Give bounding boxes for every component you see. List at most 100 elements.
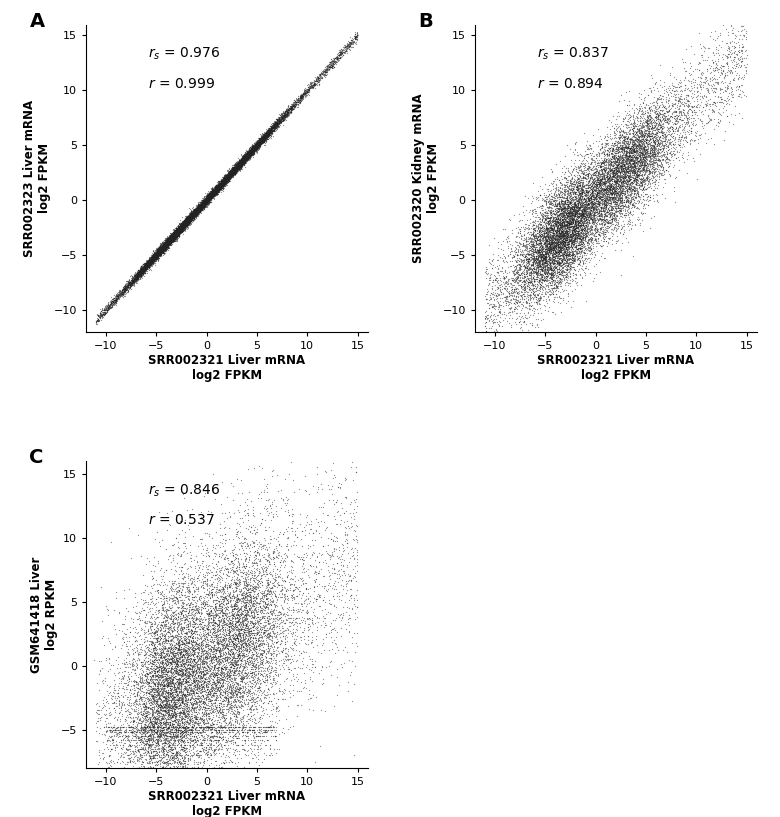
- Point: [552, 248, 565, 261]
- Point: [136, 678, 148, 691]
- Point: [560, 270, 573, 283]
- Point: [251, 543, 264, 556]
- Point: [536, 243, 548, 256]
- Point: [247, 667, 260, 681]
- Point: [540, 252, 552, 266]
- Point: [534, 244, 547, 257]
- Point: [511, 293, 523, 306]
- Point: [98, 302, 111, 315]
- Point: [126, 656, 138, 669]
- Point: [239, 663, 251, 676]
- Point: [567, 228, 580, 241]
- Point: [170, 679, 183, 692]
- Point: [296, 604, 309, 617]
- Point: [179, 729, 191, 742]
- Point: [151, 635, 163, 648]
- Point: [509, 255, 522, 268]
- Point: [245, 520, 257, 534]
- Point: [589, 155, 601, 168]
- Point: [604, 201, 617, 214]
- Point: [569, 209, 581, 222]
- Point: [130, 271, 143, 284]
- Point: [147, 249, 160, 262]
- Point: [262, 575, 275, 588]
- Point: [162, 677, 175, 690]
- Point: [563, 223, 576, 236]
- Point: [211, 180, 224, 193]
- Point: [230, 704, 243, 717]
- Point: [561, 218, 573, 231]
- Point: [541, 229, 553, 242]
- Point: [569, 191, 581, 204]
- Point: [574, 249, 587, 262]
- Point: [246, 680, 258, 693]
- Point: [146, 625, 158, 638]
- Point: [185, 700, 197, 713]
- Point: [171, 584, 183, 597]
- Point: [732, 60, 745, 74]
- Point: [130, 743, 143, 756]
- Point: [525, 270, 537, 283]
- Point: [234, 648, 246, 661]
- Point: [583, 206, 595, 219]
- Point: [117, 281, 129, 294]
- Point: [237, 640, 250, 653]
- Point: [575, 244, 587, 257]
- Point: [511, 266, 523, 279]
- Point: [180, 217, 193, 230]
- Point: [208, 604, 221, 617]
- Point: [539, 273, 551, 286]
- Point: [235, 161, 247, 174]
- Point: [169, 685, 182, 699]
- Point: [267, 645, 279, 658]
- Point: [175, 607, 187, 620]
- Point: [165, 711, 177, 724]
- Point: [561, 232, 573, 245]
- Point: [569, 204, 582, 217]
- Point: [188, 212, 200, 225]
- Point: [545, 248, 558, 261]
- Point: [640, 192, 653, 205]
- Point: [570, 198, 583, 211]
- Point: [229, 693, 242, 706]
- Point: [193, 197, 206, 210]
- Point: [186, 209, 199, 222]
- Point: [591, 186, 604, 199]
- Point: [541, 196, 553, 209]
- Point: [280, 650, 292, 663]
- Point: [213, 599, 225, 612]
- Point: [161, 721, 174, 734]
- Point: [182, 214, 194, 227]
- Point: [645, 161, 658, 174]
- Point: [559, 277, 572, 290]
- Point: [661, 152, 673, 165]
- Point: [243, 602, 256, 615]
- Point: [650, 132, 662, 145]
- Point: [215, 699, 228, 712]
- Point: [229, 576, 242, 589]
- Point: [168, 231, 181, 244]
- Point: [566, 253, 579, 266]
- Point: [223, 164, 236, 177]
- Point: [537, 221, 549, 234]
- Point: [544, 241, 556, 254]
- Point: [214, 641, 226, 654]
- Point: [583, 141, 596, 154]
- Point: [614, 184, 626, 197]
- Point: [155, 654, 168, 667]
- Point: [544, 263, 557, 276]
- Point: [175, 218, 187, 231]
- Point: [147, 252, 159, 265]
- Point: [546, 269, 558, 282]
- Point: [122, 279, 134, 292]
- Point: [238, 609, 250, 622]
- Point: [187, 593, 200, 606]
- Point: [513, 244, 526, 257]
- Point: [144, 259, 156, 272]
- Point: [669, 132, 682, 145]
- Point: [198, 194, 211, 208]
- Point: [160, 237, 172, 250]
- Point: [638, 155, 651, 168]
- Point: [569, 197, 581, 210]
- Point: [151, 737, 164, 750]
